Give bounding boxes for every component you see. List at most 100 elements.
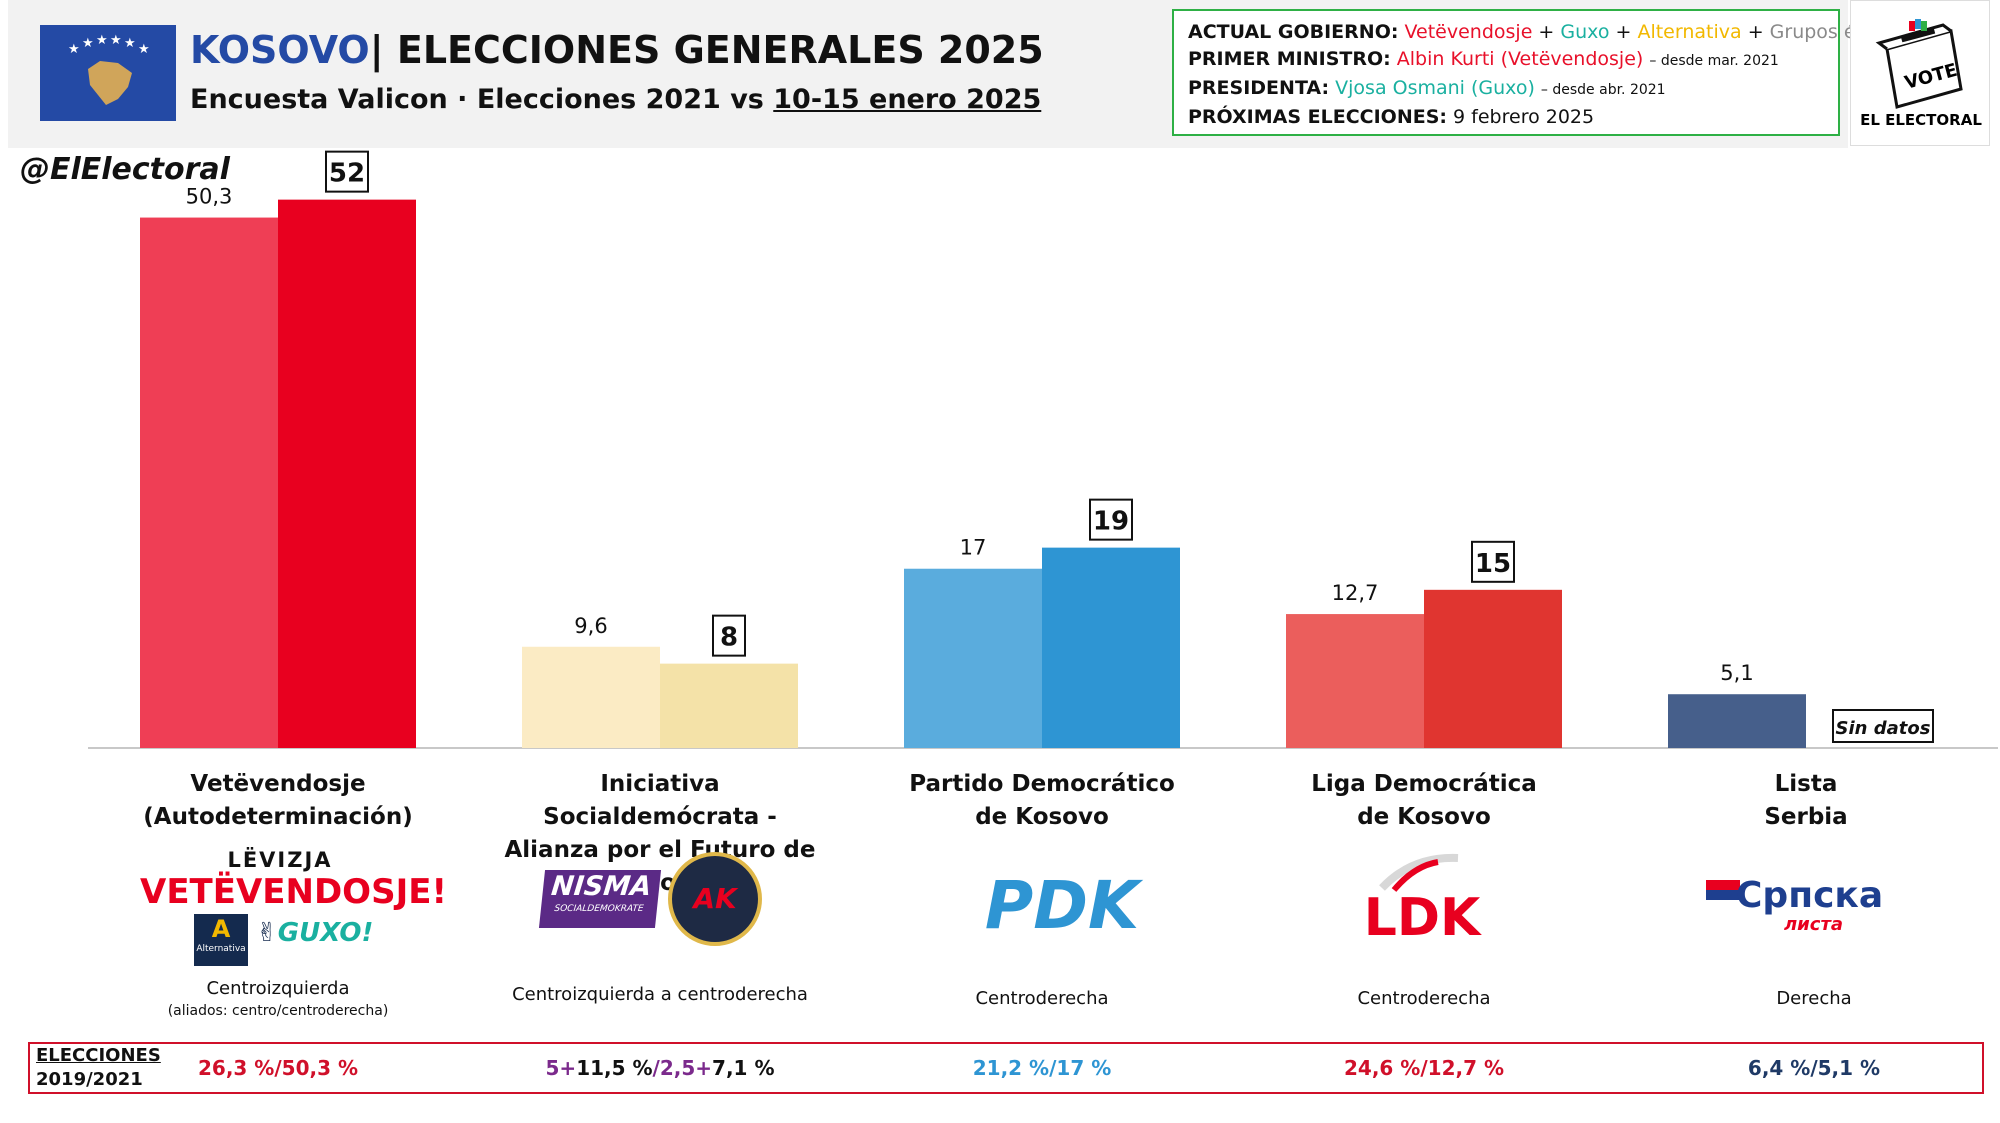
orientation-text-4: Derecha	[1776, 988, 1852, 1009]
pdk-logo: PDK	[984, 867, 1140, 944]
srpska-lista-logo: Српска листа	[1706, 876, 1906, 946]
category-label-line-3-1: de Kosovo	[1357, 804, 1491, 830]
previous-result-part-1-4: 7,1 %	[712, 1056, 775, 1080]
previous-result-0: 26,3 %/50,3 %	[108, 1056, 448, 1080]
category-label-line-4-1: Serbia	[1764, 804, 1848, 830]
bar-2021-0	[140, 217, 278, 749]
previous-elections-box	[28, 1042, 1984, 1094]
previous-result-part-4-0: 6,4 %/5,1 %	[1747, 1056, 1881, 1080]
orientation-text-3: Centroderecha	[1357, 988, 1491, 1009]
nisma-logo: NISMA SOCIALDEMOKRATE	[538, 870, 662, 928]
svg-text:★: ★	[68, 42, 80, 57]
vv-logo-top: LËVIZJA	[227, 848, 333, 872]
value-label-2021-0: 50,3	[186, 185, 233, 209]
government-party-1: +	[1532, 21, 1561, 43]
fieldwork-date: 10-15 enero 2025	[773, 84, 1042, 115]
comparison: Elecciones 2021 vs	[476, 84, 764, 115]
government-party-5: +	[1741, 21, 1770, 43]
srpska-red-stripe-icon	[1706, 880, 1740, 890]
value-box-2025-2	[1089, 498, 1133, 541]
el-electoral-logo: VOTE EL ELECTORAL	[1850, 0, 1990, 146]
vetevendosje-logo: LËVIZJA VETËVENDOSJE!	[140, 848, 447, 968]
previous-result-part-1-1: 11,5 %	[576, 1056, 653, 1080]
previous-result-part-3-0: 24,6 %/12,7 %	[1344, 1056, 1504, 1080]
no-data-box-4	[1832, 709, 1934, 743]
svg-text:★: ★	[96, 33, 108, 48]
government-party-3: +	[1609, 21, 1638, 43]
srpska-sub-text: листа	[1784, 914, 1844, 935]
twitter-handle: @ElElectoral	[20, 152, 230, 187]
prime-minister-value: Albin Kurti (Vetëvendosje)	[1396, 48, 1644, 70]
page-title: KOSOVO| ELECCIONES GENERALES 2025	[190, 28, 1044, 72]
pollster: Encuesta Valicon	[190, 84, 448, 115]
government-party-4: Alternativa	[1637, 21, 1742, 43]
value-box-2025-0	[325, 150, 369, 193]
previous-result-part-1-2: /	[652, 1056, 660, 1080]
bar-2025-3	[1424, 589, 1562, 748]
no-data-label-4: Sin datos	[1836, 718, 1931, 739]
previous-result-part-1-0: 5+	[545, 1056, 577, 1080]
alternativa-logo: A Alternativa	[194, 914, 248, 966]
value-label-2021-1: 9,6	[574, 614, 607, 638]
category-label-4: Lista Serbia	[1636, 768, 1976, 834]
previous-result-part-2-0: 21,2 %/17 %	[972, 1056, 1112, 1080]
previous-elections-title: ELECCIONES 2019/2021	[36, 1044, 161, 1092]
prime-minister-row: PRIMER MINISTRO: Albin Kurti (Vetëvendos…	[1188, 46, 1824, 75]
orientation-text-0: Centroizquierda	[206, 978, 350, 999]
category-label-line-2-0: Partido Democrático	[909, 771, 1175, 797]
country-name: KOSOVO	[190, 28, 370, 72]
next-election-row: PRÓXIMAS ELECCIONES: 9 febrero 2025	[1188, 104, 1824, 131]
subtitle-dot: ·	[457, 84, 468, 115]
prime-minister-since: – desde mar. 2021	[1649, 53, 1779, 69]
orientation-text-1: Centroizquierda a centroderecha	[512, 984, 808, 1005]
previous-result-4: 6,4 %/5,1 %	[1644, 1056, 1984, 1080]
ldk-text: LDK	[1363, 888, 1481, 948]
previous-elections-title-1: ELECCIONES	[36, 1045, 161, 1066]
category-label-line-1-1: Alianza por el Futuro de Kosovo	[504, 837, 816, 896]
bar-2021-2	[904, 568, 1042, 748]
previous-result-2: 21,2 %/17 %	[872, 1056, 1212, 1080]
category-label-line-4-0: Lista	[1774, 771, 1838, 797]
bar-2025-2	[1042, 547, 1180, 748]
previous-elections-title-2: 2019/2021	[36, 1069, 143, 1090]
guxo-text: GUXO!	[277, 918, 374, 948]
next-election-label: PRÓXIMAS ELECCIONES:	[1188, 106, 1447, 128]
kosovo-flag-icon: ★ ★ ★ ★ ★ ★	[40, 25, 176, 121]
president-row: PRESIDENTA: Vjosa Osmani (Guxo) – desde …	[1188, 75, 1824, 104]
previous-result-part-0-0: 26,3 %/50,3 %	[198, 1056, 358, 1080]
value-label-2021-2: 17	[960, 536, 987, 560]
ldk-logo: LDK	[1342, 852, 1502, 952]
svg-text:★: ★	[124, 36, 136, 51]
srpska-blue-stripe-icon	[1706, 890, 1740, 900]
category-label-line-0-0: Vetëvendosje	[190, 771, 366, 797]
page-subtitle: Encuesta Valicon · Elecciones 2021 vs 10…	[190, 84, 1041, 115]
category-label-line-2-1: de Kosovo	[975, 804, 1109, 830]
guxo-logo: ✌GUXO!	[256, 918, 376, 958]
orientation-1: Centroizquierda a centroderecha	[490, 984, 830, 1006]
value-box-2025-1	[712, 614, 746, 657]
value-label-2025-0: 52	[329, 159, 365, 189]
bar-2021-4	[1668, 694, 1806, 748]
orientation-2: Centroderecha	[872, 988, 1212, 1010]
ldk-swoosh-icon	[1379, 853, 1459, 892]
alternativa-name: Alternativa	[196, 944, 246, 954]
svg-text:★: ★	[82, 36, 94, 51]
category-label-3: Liga Democrática de Kosovo	[1254, 768, 1594, 834]
orientation-0: Centroizquierda (aliados: centro/centrode…	[108, 978, 448, 1022]
value-label-2021-4: 5,1	[1720, 661, 1753, 685]
category-label-line-1-0: Iniciativa Socialdemócrata -	[543, 771, 777, 830]
previous-result-3: 24,6 %/12,7 %	[1254, 1056, 1594, 1080]
orientation-text-2: Centroderecha	[975, 988, 1109, 1009]
category-label-1: Iniciativa Socialdemócrata - Alianza por …	[490, 768, 830, 900]
svg-text:★: ★	[138, 42, 150, 57]
previous-result-part-1-3: 2,5+	[659, 1056, 713, 1080]
value-box-2025-3	[1471, 540, 1515, 583]
government-party-0: Vetëvendosje	[1404, 21, 1533, 43]
srpska-main-text: Српска	[1736, 875, 1884, 916]
president-since: – desde abr. 2021	[1540, 82, 1666, 98]
bar-2021-1	[522, 646, 660, 748]
orientation-3: Centroderecha	[1254, 988, 1594, 1010]
government-row: ACTUAL GOBIERNO: Vetëvendosje + Guxo + A…	[1188, 19, 1912, 46]
guxo-mark-icon: ✌	[256, 918, 278, 948]
